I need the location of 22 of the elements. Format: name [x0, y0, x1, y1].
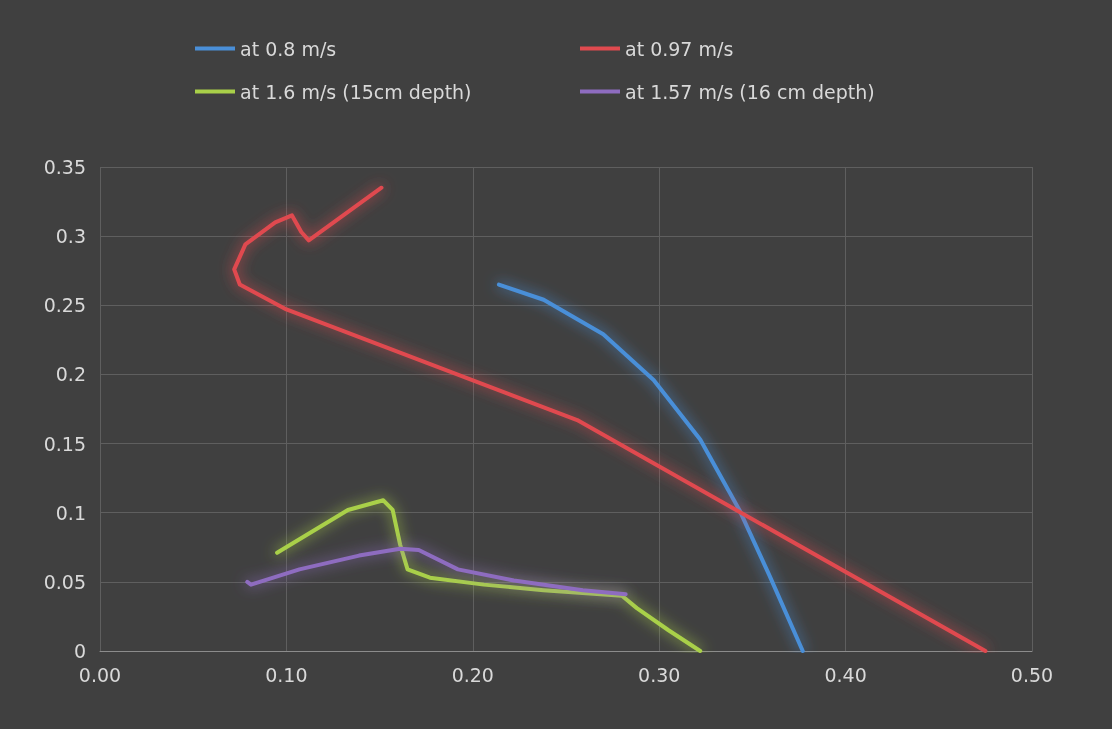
x-tick-label: 0.10: [265, 663, 308, 686]
legend-label: at 1.57 m/s (16 cm depth): [625, 80, 875, 103]
legend-label: at 0.97 m/s: [625, 37, 734, 60]
legend-label: at 0.8 m/s: [240, 37, 337, 60]
y-tick-label: 0.25: [43, 294, 86, 317]
x-tick-label: 0.30: [638, 663, 681, 686]
line-series: [275, 498, 703, 653]
line-series: [496, 282, 805, 653]
y-tick-label: 0.3: [55, 225, 86, 248]
y-tick-label: 0: [73, 640, 86, 662]
line-series: [232, 185, 988, 653]
y-tick-label: 0.35: [43, 156, 86, 178]
line-series: [245, 546, 628, 597]
y-tick-label: 0.15: [43, 432, 86, 455]
x-tick-label: 0.50: [1010, 663, 1054, 686]
y-tick-label: 0.2: [55, 363, 86, 386]
legend-label: at 1.6 m/s (15cm depth): [240, 80, 472, 103]
x-tick-label: 0.00: [78, 663, 122, 686]
x-tick-label: 0.20: [451, 663, 494, 686]
y-tick-label: 0.1: [55, 501, 86, 524]
x-tick-label: 0.40: [824, 663, 867, 686]
y-tick-label: 0.05: [43, 570, 86, 593]
